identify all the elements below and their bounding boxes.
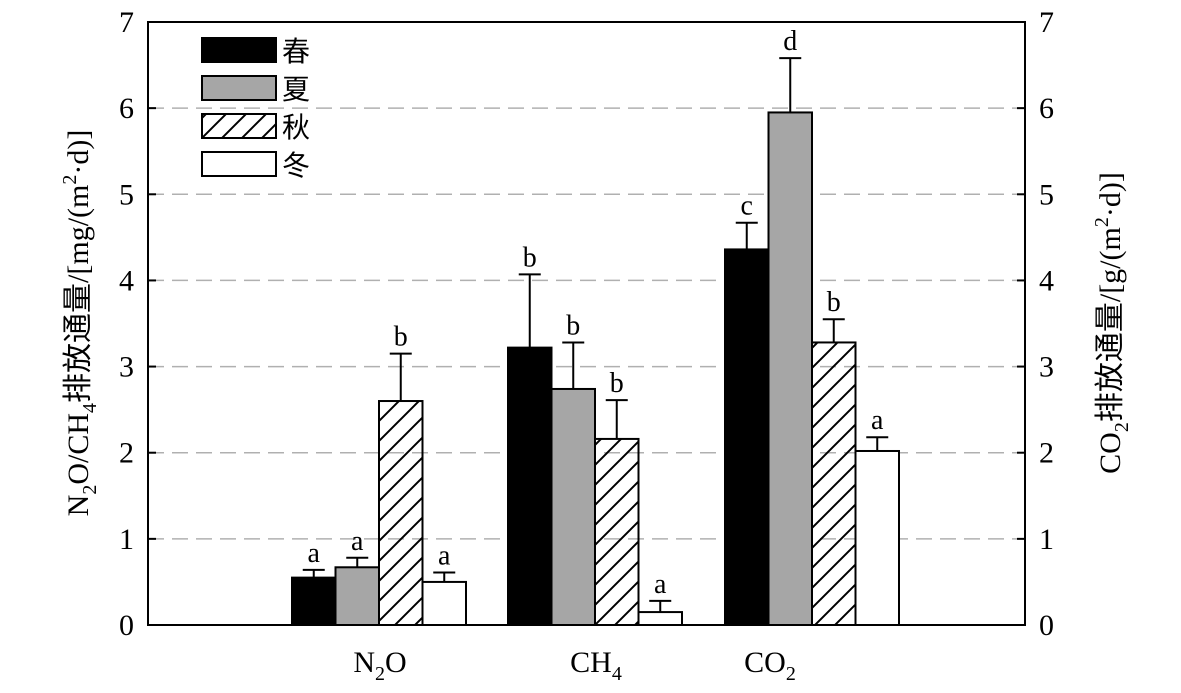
legend-label: 冬 — [282, 149, 310, 182]
significance-letter: a — [308, 538, 321, 569]
significance-letter: a — [438, 540, 451, 571]
y-axis-label-right: CO2排放通量/[g/(m2·d)] — [1091, 172, 1133, 474]
significance-letter: b — [566, 310, 580, 341]
bar-N2O-夏 — [334, 566, 380, 627]
bar-N2O-春 — [291, 576, 337, 626]
y-tick-label-right: 2 — [1039, 437, 1054, 470]
y-tick-label-left: 4 — [119, 264, 134, 297]
legend-swatch — [201, 113, 277, 139]
y-tick-label-right: 1 — [1039, 523, 1054, 556]
y-tick-label-left: 2 — [119, 437, 134, 470]
significance-letter: a — [871, 405, 884, 436]
significance-letter: b — [394, 322, 408, 353]
significance-letter: b — [827, 287, 841, 318]
significance-letter: a — [351, 526, 364, 557]
legend-label: 春 — [282, 35, 310, 68]
y-tick-label-right: 7 — [1039, 6, 1054, 39]
plot-frame — [147, 21, 1026, 626]
bar-CH4-春 — [507, 346, 553, 626]
y-tick-label-right: 6 — [1039, 92, 1054, 125]
y-tick-label-right: 4 — [1039, 264, 1054, 297]
significance-letter: c — [741, 191, 753, 222]
legend-label: 夏 — [282, 73, 310, 106]
legend-swatch — [201, 75, 277, 101]
significance-letter: a — [654, 569, 667, 600]
legend-swatch — [201, 37, 277, 63]
bar-CO2-秋 — [811, 341, 857, 626]
x-tick-label: CH4 — [570, 646, 622, 685]
y-tick-label-right: 3 — [1039, 351, 1054, 384]
significance-letter: b — [610, 368, 624, 399]
y-tick-label-left: 3 — [119, 351, 134, 384]
y-tick-label-left: 0 — [119, 609, 134, 642]
bar-CO2-夏 — [767, 111, 813, 626]
bar-CH4-冬 — [637, 611, 683, 626]
y-tick-label-right: 5 — [1039, 178, 1054, 211]
bar-CH4-夏 — [550, 387, 596, 626]
bar-CO2-冬 — [854, 449, 900, 626]
y-tick-label-left: 7 — [119, 6, 134, 39]
bar-CO2-春 — [724, 248, 770, 626]
x-tick-label: CO2 — [744, 646, 796, 685]
significance-letter: b — [523, 242, 537, 273]
y-tick-label-right: 0 — [1039, 609, 1054, 642]
y-tick-label-left: 1 — [119, 523, 134, 556]
significance-letter: d — [783, 26, 797, 57]
legend-label: 秋 — [282, 111, 310, 144]
y-axis-label-left: N2O/CH4排放通量/[mg/(m2·d)] — [59, 130, 101, 517]
y-tick-label-left: 5 — [119, 178, 134, 211]
y-tick-label-left: 6 — [119, 92, 134, 125]
bar-CH4-秋 — [594, 437, 640, 626]
bar-N2O-冬 — [421, 580, 467, 627]
bar-N2O-秋 — [378, 400, 424, 626]
legend-swatch — [201, 151, 277, 177]
x-tick-label: N2O — [353, 646, 406, 685]
